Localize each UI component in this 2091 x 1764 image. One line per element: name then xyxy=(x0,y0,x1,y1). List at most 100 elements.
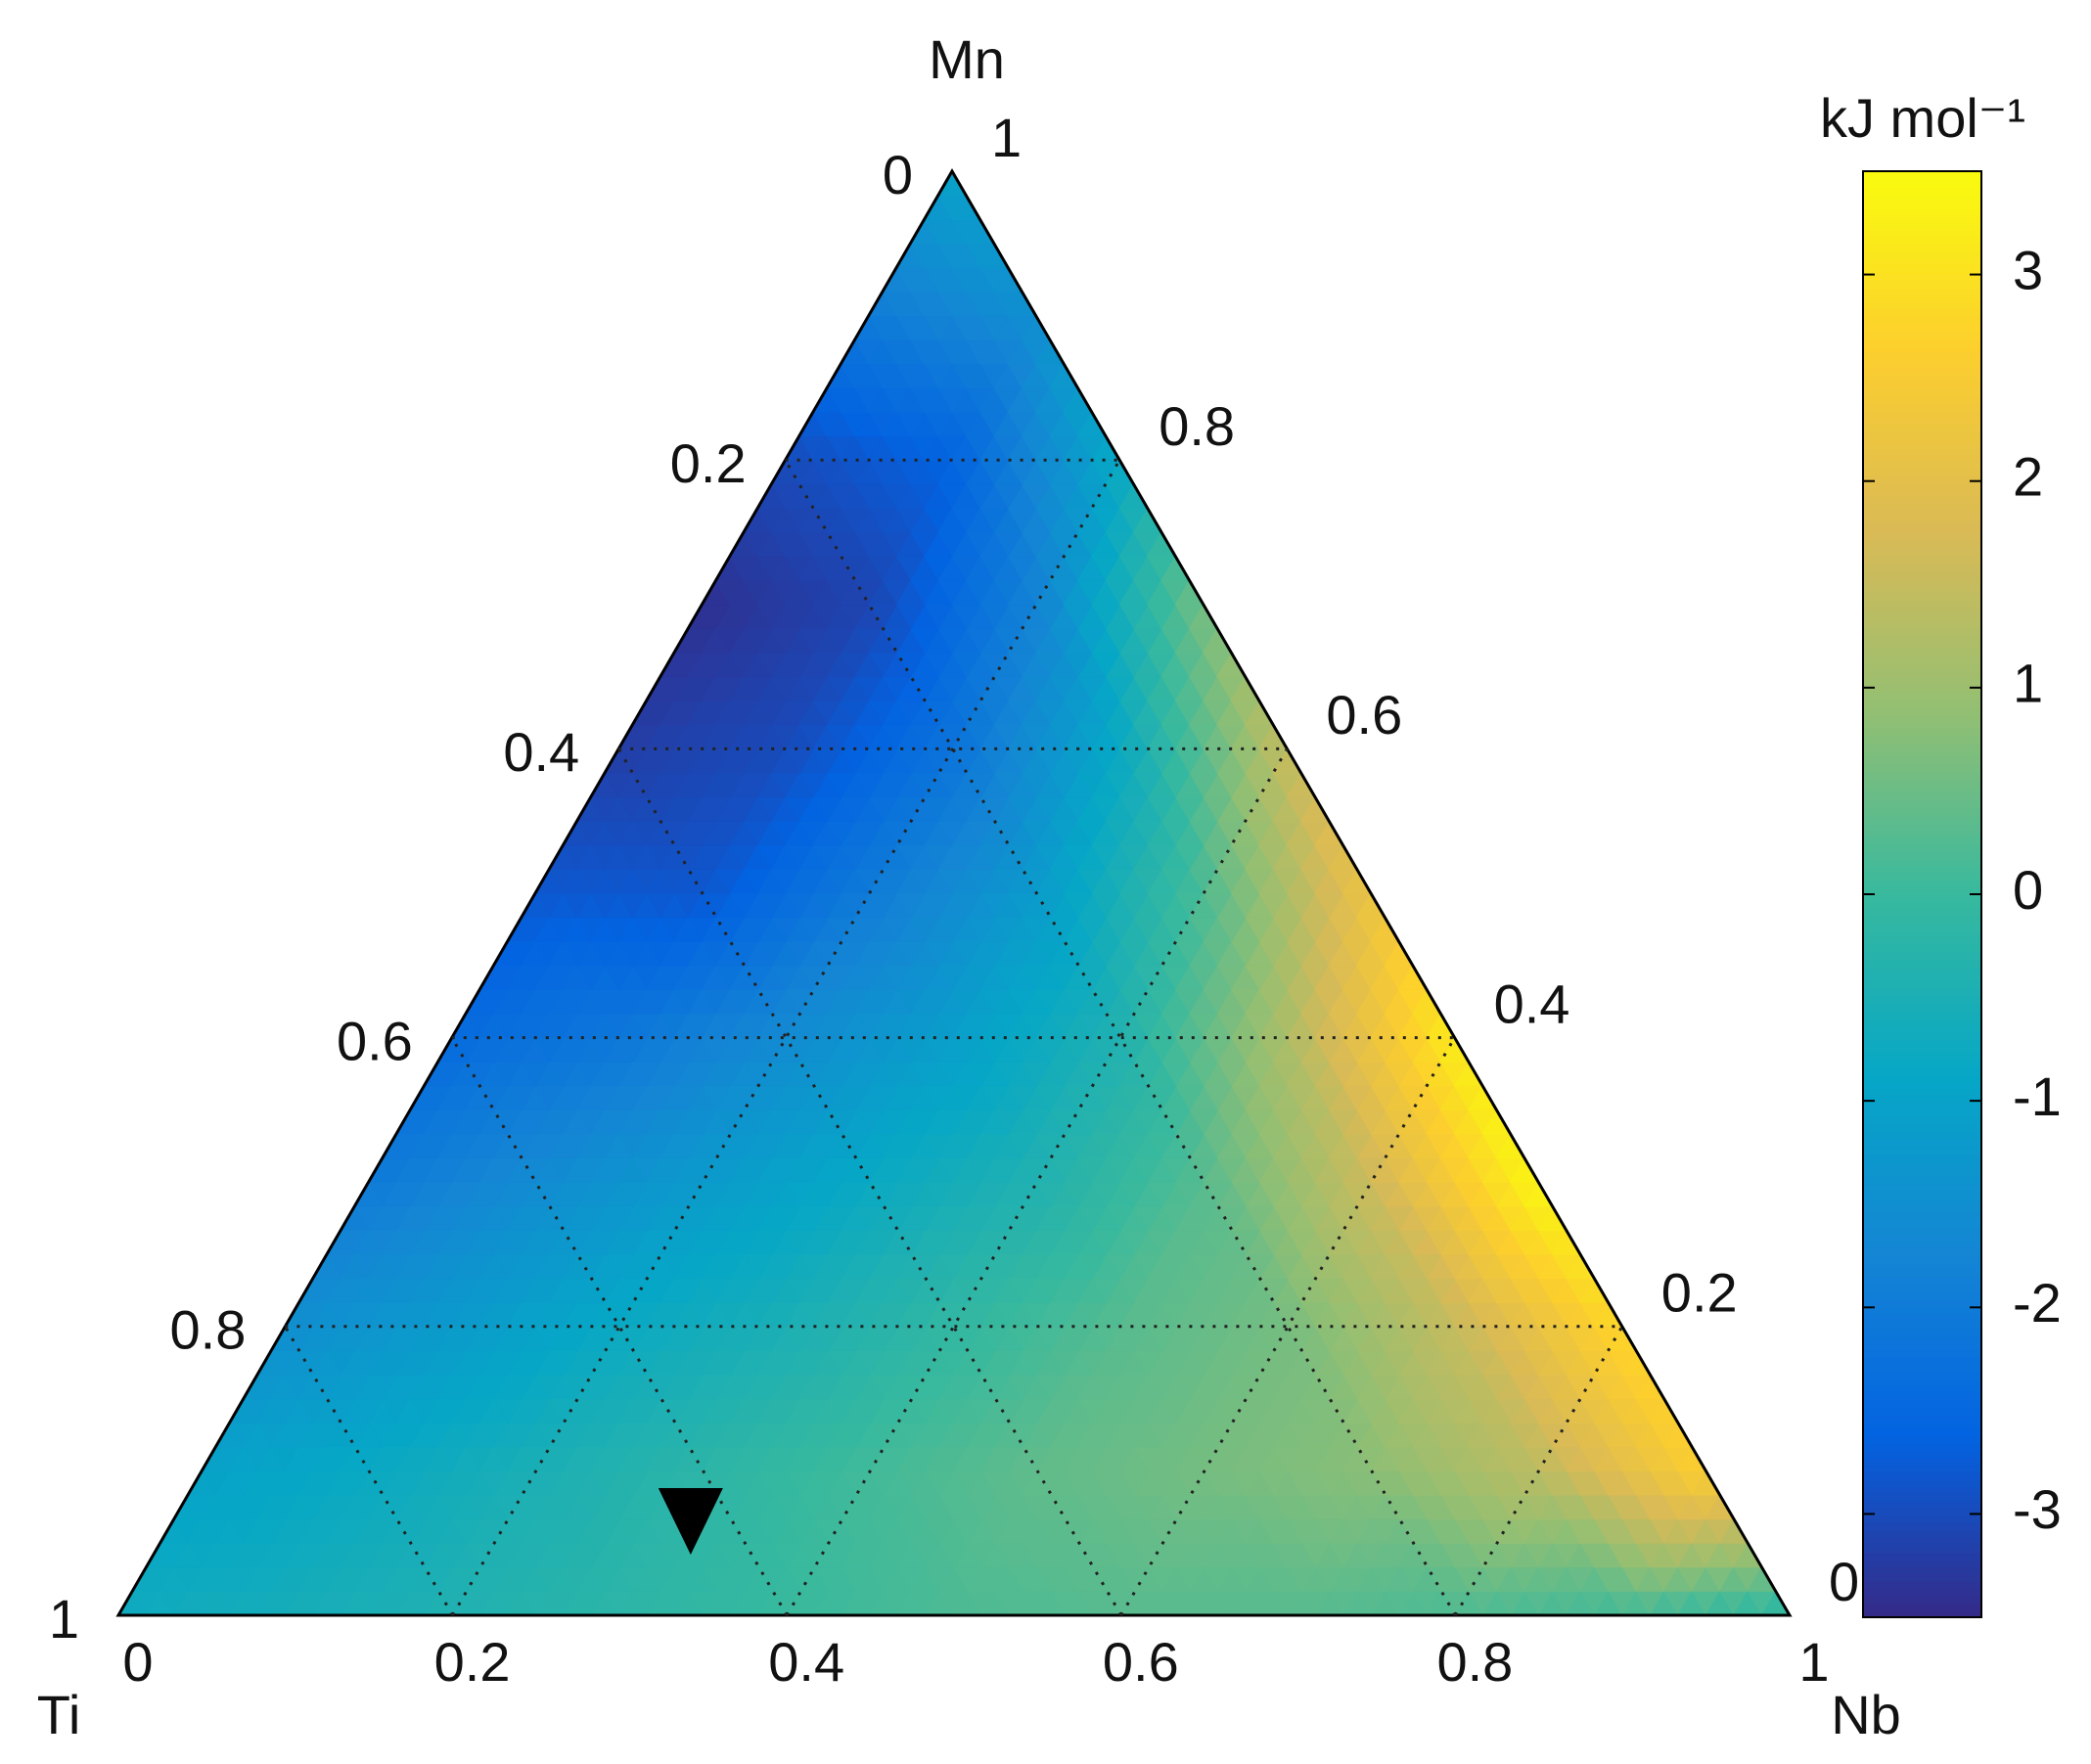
colorbar-slice xyxy=(1863,1537,1981,1546)
colorbar-slice xyxy=(1863,1465,1981,1473)
colorbar-slice xyxy=(1863,1595,1981,1604)
colorbar-slice xyxy=(1863,229,1981,238)
colorbar-slice xyxy=(1863,206,1981,215)
colorbar-slice xyxy=(1863,980,1981,989)
triangle-outline xyxy=(115,168,1793,1617)
colorbar-slice xyxy=(1863,1125,1981,1134)
colorbar-slice xyxy=(1863,995,1981,1004)
colorbar-slice xyxy=(1863,1132,1981,1141)
colorbar-slice xyxy=(1863,865,1981,874)
colorbar-tick-label: -3 xyxy=(2013,1478,2062,1540)
colorbar-slice xyxy=(1863,807,1981,816)
colorbar-slice xyxy=(1863,272,1981,281)
colorbar-slice xyxy=(1863,1104,1981,1112)
colorbar-slice xyxy=(1863,250,1981,259)
colorbar-slice xyxy=(1863,662,1981,671)
colorbar-slice xyxy=(1863,308,1981,317)
colorbar-slice xyxy=(1863,648,1981,656)
contour-field xyxy=(117,170,1791,1616)
colorbar-slice xyxy=(1863,294,1981,302)
colorbar-slice xyxy=(1863,1588,1981,1597)
colorbar-slice xyxy=(1863,1204,1981,1213)
colorbar-slice xyxy=(1863,1321,1981,1329)
colorbar-slice xyxy=(1863,735,1981,744)
colorbar-slice xyxy=(1863,1581,1981,1589)
colorbar-slice xyxy=(1863,1400,1981,1409)
colorbar-slice xyxy=(1863,1479,1981,1488)
colorbar-slice xyxy=(1863,822,1981,830)
colorbar-slice xyxy=(1863,1552,1981,1560)
colorbar-slice xyxy=(1863,633,1981,642)
colorbar-slice xyxy=(1863,511,1981,520)
colorbar-slice xyxy=(1863,366,1981,375)
colorbar-slice xyxy=(1863,1407,1981,1416)
colorbar-slice xyxy=(1863,966,1981,974)
ti-tick-label: 0.8 xyxy=(170,1299,247,1361)
colorbar-slice xyxy=(1863,763,1981,772)
colorbar-slice xyxy=(1863,598,1981,606)
colorbar-slice xyxy=(1863,344,1981,353)
colorbar-slice xyxy=(1863,1262,1981,1271)
colorbar-slice xyxy=(1863,1031,1981,1040)
colorbar-slice xyxy=(1863,1038,1981,1047)
colorbar-slice xyxy=(1863,1371,1981,1380)
colorbar-slice xyxy=(1863,185,1981,194)
colorbar-slice xyxy=(1863,944,1981,953)
ti-tick-label: 1 xyxy=(49,1588,79,1650)
colorbar-slice xyxy=(1863,1342,1981,1351)
colorbar-slice xyxy=(1863,1140,1981,1149)
colorbar-slice xyxy=(1863,1415,1981,1423)
colorbar-slice xyxy=(1863,431,1981,439)
colorbar-slice xyxy=(1863,178,1981,187)
colorbar-slice xyxy=(1863,1255,1981,1264)
colorbar-slice xyxy=(1863,1566,1981,1575)
colorbar-slice xyxy=(1863,200,1981,208)
colorbar-slice xyxy=(1863,728,1981,736)
colorbar-slice xyxy=(1863,1285,1981,1292)
colorbar-slice xyxy=(1863,1451,1981,1459)
colorbar-slice xyxy=(1863,1501,1981,1510)
colorbar-slice xyxy=(1863,287,1981,295)
colorbar-slice xyxy=(1863,1082,1981,1091)
colorbar-slice xyxy=(1863,1545,1981,1553)
colorbar-slice xyxy=(1863,562,1981,569)
colorbar-slice xyxy=(1863,1017,1981,1025)
colorbar-slice xyxy=(1863,193,1981,202)
colorbar-slice xyxy=(1863,1291,1981,1300)
colorbar-slice xyxy=(1863,1306,1981,1315)
colorbar-slice xyxy=(1863,611,1981,620)
colorbar-slice xyxy=(1863,778,1981,787)
colorbar-slice xyxy=(1863,792,1981,801)
colorbar-slice xyxy=(1863,1270,1981,1279)
colorbar-slice xyxy=(1863,713,1981,722)
colorbar-slice xyxy=(1863,481,1981,490)
colorbar-slice xyxy=(1863,742,1981,750)
colorbar-slice xyxy=(1863,257,1981,266)
colorbar-slice xyxy=(1863,236,1981,245)
colorbar-slice xyxy=(1863,1168,1981,1177)
colorbar-slice xyxy=(1863,424,1981,432)
colorbar-slice xyxy=(1863,409,1981,418)
colorbar-slice xyxy=(1863,265,1981,273)
colorbar-slice xyxy=(1863,1248,1981,1256)
colorbar-slice xyxy=(1863,1212,1981,1221)
colorbar-slice xyxy=(1863,1379,1981,1387)
colorbar-slice xyxy=(1863,1494,1981,1503)
nb-tick-label: 0.4 xyxy=(768,1631,844,1693)
colorbar-slice xyxy=(1863,1277,1981,1286)
colorbar-slice xyxy=(1863,453,1981,462)
colorbar-slice xyxy=(1863,583,1981,592)
colorbar-slice xyxy=(1863,684,1981,693)
colorbar-slice xyxy=(1863,337,1981,345)
ti-tick-label: 0.4 xyxy=(503,721,579,783)
colorbar-slice xyxy=(1863,475,1981,483)
colorbar-slice xyxy=(1863,243,1981,251)
colorbar-slice xyxy=(1863,547,1981,556)
colorbar-slice xyxy=(1863,1573,1981,1582)
colorbar-tick-label: 2 xyxy=(2013,446,2043,508)
colorbar-slice xyxy=(1863,1074,1981,1083)
colorbar-slice xyxy=(1863,1241,1981,1249)
colorbar-slice xyxy=(1863,395,1981,403)
colorbar-slice xyxy=(1863,467,1981,475)
